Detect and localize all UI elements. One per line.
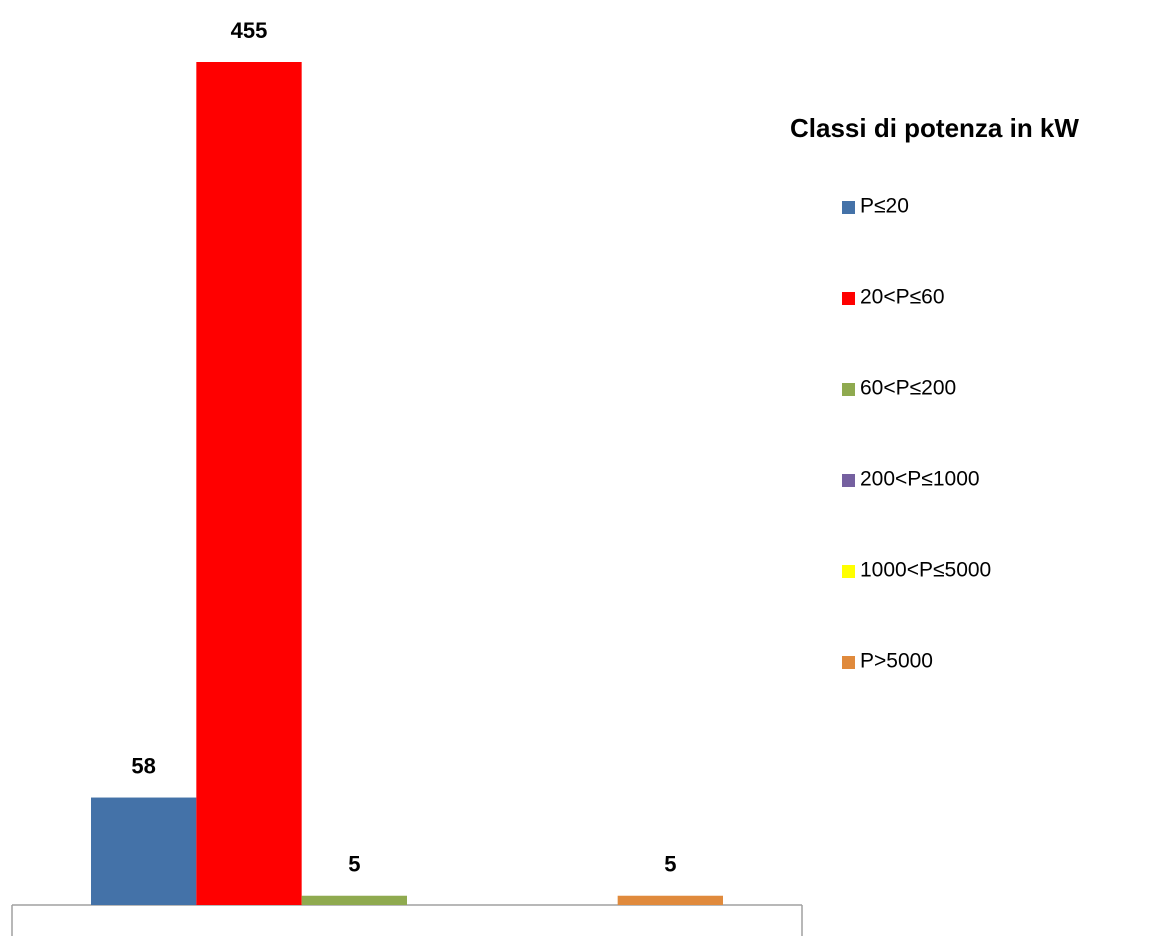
- bar: [91, 797, 197, 905]
- legend-swatch: [842, 383, 855, 396]
- legend-label: 60<P≤200: [860, 377, 956, 400]
- legend-swatch: [842, 474, 855, 487]
- data-label: 5: [348, 852, 360, 877]
- legend-swatch: [842, 292, 855, 305]
- bar: [301, 895, 407, 905]
- data-label: 455: [231, 18, 268, 43]
- legend-label: P≤20: [860, 195, 909, 218]
- data-label: 5: [664, 852, 676, 877]
- legend-title: Classi di potenza in kW: [790, 113, 1079, 143]
- data-label: 58: [131, 753, 155, 778]
- legend-swatch: [842, 656, 855, 669]
- bar: [196, 62, 302, 905]
- legend-swatch: [842, 201, 855, 214]
- legend-label: P>5000: [860, 650, 933, 673]
- legend-label: 20<P≤60: [860, 286, 945, 309]
- legend-label: 1000<P≤5000: [860, 559, 991, 582]
- bar: [617, 895, 723, 905]
- legend-label: 200<P≤1000: [860, 468, 980, 491]
- legend-swatch: [842, 565, 855, 578]
